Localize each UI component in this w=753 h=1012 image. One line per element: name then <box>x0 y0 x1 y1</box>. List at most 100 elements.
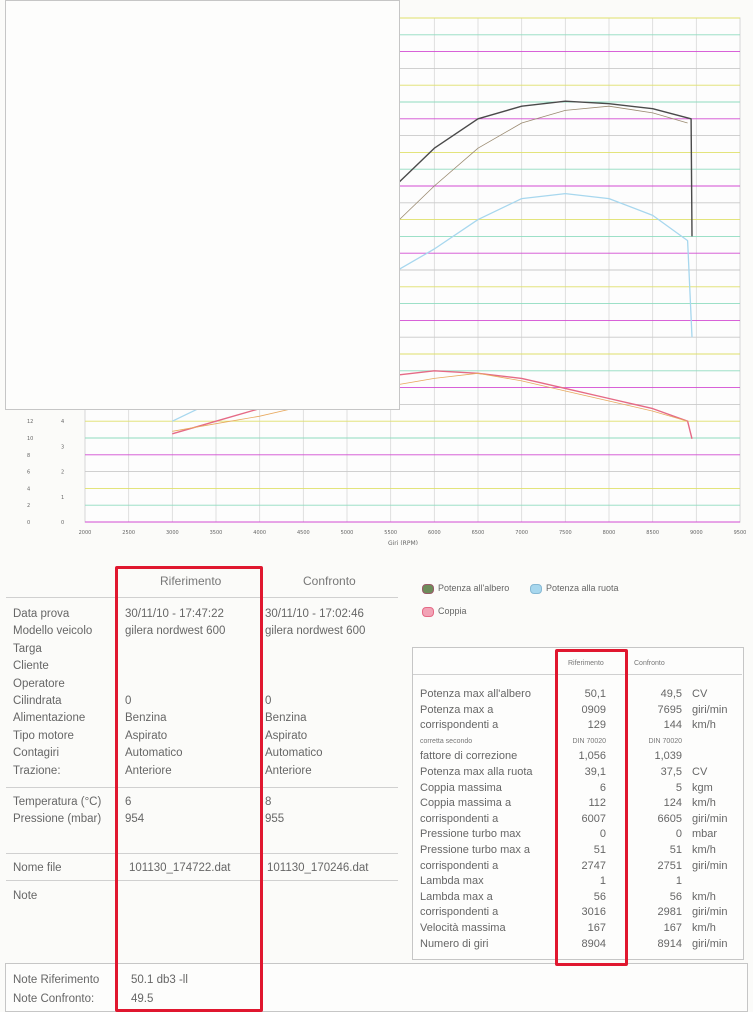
result-row-label: Potenza max all'albero <box>420 688 531 700</box>
result-row-unit: giri/min <box>692 906 728 919</box>
right-col-header-cmp: Confronto <box>634 660 665 667</box>
x-tick-label: 6000 <box>428 530 441 536</box>
x-tick-label: 2000 <box>79 530 92 536</box>
info-row-label: Cilindrata <box>13 695 62 707</box>
x-axis-label: Giri (RPM) <box>388 540 418 545</box>
info-row-label: Targa <box>13 642 42 655</box>
legend-swatch-icon <box>422 583 434 594</box>
x-tick-label: 5000 <box>341 530 354 536</box>
result-row-label: corrispondenti a <box>420 859 499 872</box>
info-row-cmp: 30/11/10 - 17:02:46 <box>265 608 364 620</box>
ambient-row-ref: 6 <box>125 796 132 808</box>
result-row-ref: 1,056 <box>578 750 606 763</box>
y-tick-label-torque: 3 <box>61 444 64 450</box>
y-tick-label-power: 8 <box>27 453 30 459</box>
result-row-ref: 56 <box>593 890 606 903</box>
y-tick-label-power: 2 <box>27 503 30 509</box>
info-row-cmp: Aspirato <box>265 729 308 742</box>
y-tick-label-torque: 1 <box>61 495 64 501</box>
ambient-row-ref: 954 <box>125 813 145 825</box>
x-tick-label: 2500 <box>122 530 135 536</box>
file-ref: 101130_174722.dat <box>129 862 231 874</box>
x-tick-label: 8000 <box>603 530 616 536</box>
y-tick-label-power: 6 <box>27 470 30 476</box>
result-row-cmp: 7695 <box>657 703 682 716</box>
result-row-ref: 0 <box>599 828 606 841</box>
info-row-ref: Automatico <box>125 747 183 760</box>
result-row-label: Potenza max alla ruota <box>420 766 533 778</box>
y-tick-label-power: 10 <box>27 436 33 442</box>
result-row-cmp: 8914 <box>657 937 682 950</box>
info-row-cmp: Automatico <box>265 747 323 760</box>
x-tick-label: 9000 <box>690 530 703 536</box>
y-tick-label-power: 0 <box>27 520 30 526</box>
info-row-ref: Benzina <box>125 712 167 725</box>
result-row-cmp: DIN 70020 <box>648 737 682 745</box>
legend-torque-label: Coppia <box>438 606 467 616</box>
notes-panel <box>5 963 748 1012</box>
result-row-unit: CV <box>692 688 708 700</box>
y-tick-label-torque: 0 <box>61 520 64 526</box>
result-row-unit: giri/min <box>692 859 728 872</box>
legend-power-shaft: Potenza all'albero <box>422 583 509 594</box>
info-row-label: Cliente <box>13 660 49 673</box>
info-row-label: Alimentazione <box>13 712 86 725</box>
note-ref-value: 50.1 db3 -ll <box>131 974 188 986</box>
result-row-unit: giri/min <box>692 703 728 716</box>
section-divider <box>6 787 398 788</box>
result-row-cmp: 56 <box>669 890 682 903</box>
highlight-box-ref-results <box>555 649 628 966</box>
file-cmp: 101130_170246.dat <box>267 862 369 874</box>
note-cmp-label: Note Confronto: <box>13 993 95 1005</box>
note-cmp-value: 49.5 <box>131 993 154 1005</box>
result-row-ref: 167 <box>587 922 606 934</box>
legend-swatch-icon <box>422 606 434 617</box>
result-row-cmp: 1,039 <box>654 750 682 763</box>
x-tick-label: 3500 <box>210 530 223 536</box>
file-label: Nome file <box>13 862 62 874</box>
y-tick-label-torque: 2 <box>61 470 64 476</box>
result-row-ref: 6007 <box>581 812 606 825</box>
result-row-ref: 6 <box>599 781 606 794</box>
result-row-label: Pressione turbo max a <box>420 844 531 856</box>
highlight-box-ref-column <box>115 566 263 1012</box>
result-row-unit: CV <box>692 766 708 778</box>
results-header-divider <box>413 674 742 675</box>
result-row-cmp: 6605 <box>657 812 682 825</box>
result-row-unit: mbar <box>692 828 718 841</box>
result-row-unit: km/h <box>692 890 716 903</box>
x-tick-label: 5500 <box>384 530 397 536</box>
result-row-label: Lambda max <box>420 875 484 888</box>
info-row-ref: gilera nordwest 600 <box>125 625 226 638</box>
ambient-row-label: Pressione (mbar) <box>13 813 102 825</box>
x-tick-label: 8500 <box>646 530 659 536</box>
result-row-label: Coppia massima <box>420 781 502 794</box>
x-tick-label: 9500 <box>734 530 747 536</box>
result-row-ref: 129 <box>587 719 606 732</box>
legend-swatch-icon <box>530 583 542 594</box>
ambient-row-cmp: 955 <box>265 813 285 825</box>
result-row-unit: giri/min <box>692 937 728 950</box>
result-row-unit: km/h <box>692 719 716 732</box>
x-tick-label: 4000 <box>253 530 266 536</box>
result-row-label: corrispondenti a <box>420 719 499 732</box>
result-row-label: Lambda max a <box>420 890 493 903</box>
left-col-header-ref: Riferimento <box>160 574 222 588</box>
left-col-header-cmp: Confronto <box>303 574 356 588</box>
result-row-ref: 3016 <box>581 906 606 919</box>
info-row-label: Trazione: <box>13 764 61 777</box>
result-row-unit: km/h <box>692 844 716 856</box>
result-row-cmp: 1 <box>675 875 682 888</box>
result-row-ref: 51 <box>593 844 606 856</box>
result-row-unit: km/h <box>692 797 716 810</box>
result-row-cmp: 2981 <box>657 906 682 919</box>
right-col-header-ref: Riferimento <box>568 660 604 667</box>
result-row-label: Coppia massima a <box>420 797 512 810</box>
result-row-ref: 39,1 <box>584 766 606 778</box>
ambient-row-cmp: 8 <box>265 796 272 808</box>
result-row-unit: kgm <box>692 781 713 794</box>
x-tick-label: 4500 <box>297 530 310 536</box>
result-row-unit: km/h <box>692 922 716 934</box>
info-row-ref: 0 <box>125 695 132 707</box>
y-tick-label-power: 4 <box>27 486 30 492</box>
